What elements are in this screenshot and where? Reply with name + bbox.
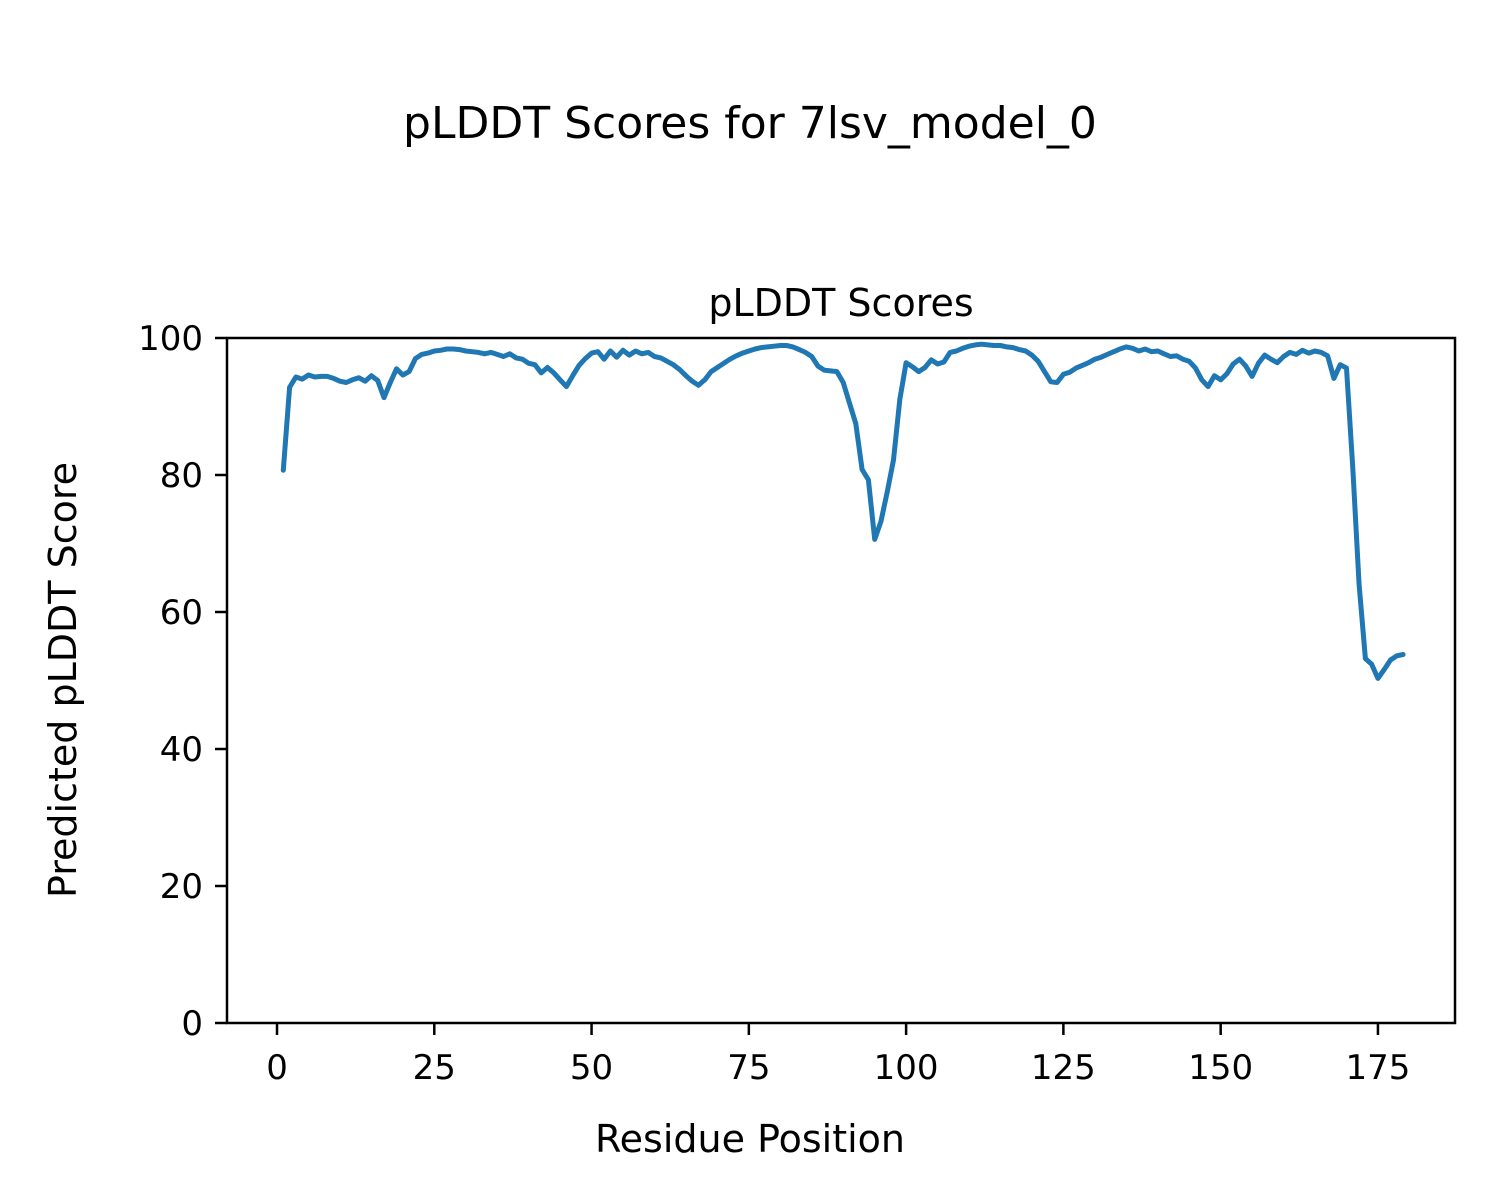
y-axis-label: Predicted pLDDT Score: [41, 462, 85, 898]
x-tick-label: 75: [727, 1048, 770, 1088]
y-tick-label: 80: [160, 456, 203, 496]
y-axis-ticks: 0 20 40 60 80 100: [138, 319, 227, 1044]
x-tick-label: 25: [413, 1048, 456, 1088]
x-axis-label: Residue Position: [595, 1117, 905, 1161]
y-tick-label: 40: [160, 730, 203, 770]
x-tick-label: 100: [874, 1048, 939, 1088]
series-group: [280, 341, 1406, 681]
y-tick-label: 20: [160, 867, 203, 907]
x-tick-label: 175: [1345, 1048, 1410, 1088]
x-tick-label: 50: [570, 1048, 613, 1088]
chart-title: pLDDT Scores: [708, 281, 973, 325]
y-tick-label: 60: [160, 593, 203, 633]
x-axis-ticks: 0 25 50 75 100 125 150 175: [266, 1023, 1410, 1088]
plddt-series-line: [280, 341, 1406, 681]
x-tick-label: 0: [266, 1048, 288, 1088]
plot-area: [225, 336, 1457, 1025]
x-tick-label: 125: [1031, 1048, 1096, 1088]
figure-title: pLDDT Scores for 7lsv_model_0: [403, 98, 1097, 149]
x-tick-label: 150: [1188, 1048, 1253, 1088]
y-tick-label: 0: [181, 1004, 203, 1044]
y-tick-label: 100: [138, 319, 203, 359]
